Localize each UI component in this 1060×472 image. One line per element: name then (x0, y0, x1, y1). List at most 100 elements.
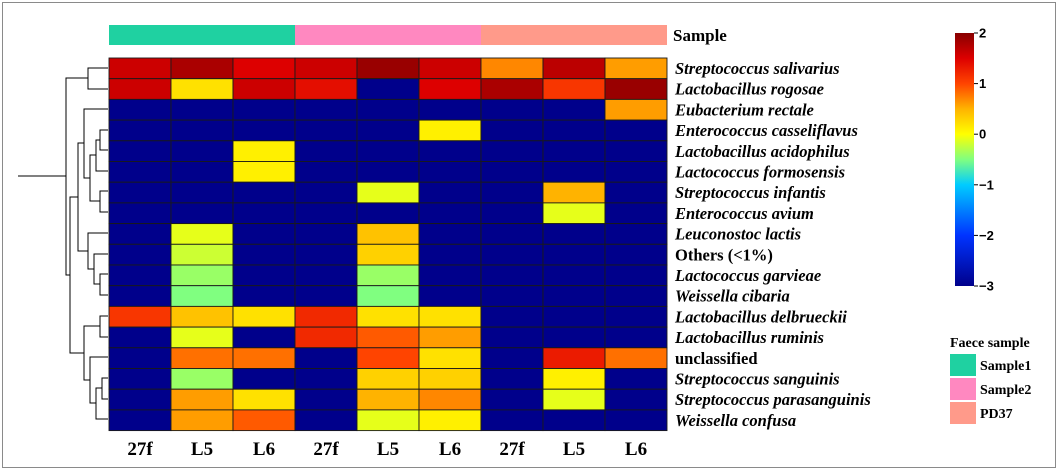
heatmap-cell (294, 409, 358, 432)
heatmap-cell (418, 223, 482, 245)
heatmap-cell (480, 140, 544, 162)
heatmap-cell (170, 161, 234, 183)
heatmap-cell (294, 98, 358, 121)
heatmap-cell (108, 223, 172, 245)
row-label: Leuconostoc lactis (674, 225, 801, 244)
heatmap-cell (108, 202, 172, 225)
row-labels: Streptococcus salivarius Lactobacillus ro… (674, 59, 871, 430)
heatmap-cell (356, 243, 420, 266)
heatmap-cell (604, 140, 668, 162)
heatmap-cell (604, 57, 668, 80)
heatmap-cell (232, 368, 296, 390)
heatmap-cell (232, 243, 296, 266)
sample-bar-segment (171, 25, 233, 45)
heatmap-cell (356, 285, 420, 307)
color-scale-tick-label: 0 (979, 127, 986, 142)
heatmap-cell (356, 57, 420, 80)
heatmap-cell (604, 326, 668, 349)
heatmap-cell (542, 202, 606, 225)
sample-bar-segment (295, 25, 357, 45)
heatmap-cell (542, 388, 606, 411)
heatmap-cell (232, 202, 296, 225)
sample-bar-segment (543, 25, 605, 45)
heatmap-cell (170, 347, 234, 369)
heatmap-cell (356, 326, 420, 349)
sample-bar-segment (357, 25, 419, 45)
heatmap-cell (604, 409, 668, 432)
heatmap-cell (542, 119, 606, 142)
heatmap-cell (232, 347, 296, 369)
heatmap-cell (418, 285, 482, 307)
color-scale-tick-label: 2 (979, 26, 986, 41)
heatmap-cell (542, 181, 606, 204)
heatmap-cell (542, 326, 606, 349)
heatmap-cell (542, 243, 606, 266)
heatmap-cell (604, 78, 668, 100)
heatmap-cell (294, 264, 358, 287)
column-label: 27f (127, 439, 153, 460)
heatmap-cell (356, 98, 420, 121)
heatmap-cell (356, 161, 420, 183)
heatmap-cell (294, 305, 358, 328)
heatmap-cell (604, 119, 668, 142)
heatmap-cell (170, 243, 234, 266)
heatmap-cell (232, 264, 296, 287)
heatmap-cell (418, 409, 482, 432)
group-legend-swatch (950, 354, 976, 376)
heatmap-cell (542, 98, 606, 121)
dendrogram-branch (87, 67, 108, 90)
heatmap-cell (170, 98, 234, 121)
heatmap-cell (480, 181, 544, 204)
dendrogram-branch (99, 273, 108, 296)
heatmap-cell (542, 223, 606, 245)
heatmap-cell (480, 243, 544, 266)
row-label: Enterococcus avium (674, 204, 814, 223)
heatmap-cell (418, 243, 482, 266)
heatmap-cell (170, 181, 234, 204)
sample-bar-label: Sample (673, 26, 727, 45)
column-label: 27f (499, 439, 525, 460)
heatmap-cell (356, 388, 420, 411)
group-legend-swatch (950, 402, 976, 424)
heatmap-cell (232, 119, 296, 142)
heatmap-cell (480, 161, 544, 183)
heatmap-cell (418, 326, 482, 349)
heatmap-cell (170, 305, 234, 328)
heatmap-cell (604, 388, 668, 411)
heatmap-cell (604, 161, 668, 183)
heatmap-cell (418, 181, 482, 204)
heatmap-cell (604, 264, 668, 287)
row-label: Lactobacillus ruminis (674, 328, 824, 347)
dendrogram-branch (83, 325, 100, 381)
heatmap-cell (480, 119, 544, 142)
sample-bar-segment (419, 25, 481, 45)
heatmap-cell (108, 140, 172, 162)
heatmap-cell (356, 409, 420, 432)
row-label: Weissella confusa (675, 411, 796, 430)
heatmap-cell (542, 140, 606, 162)
dendrogram-branch (101, 377, 108, 400)
heatmap-cell (418, 388, 482, 411)
heatmap-cell (604, 202, 668, 225)
heatmap-cell (356, 264, 420, 287)
row-label: Lactobacillus acidophilus (674, 142, 850, 161)
row-label: Enterococcus casseliflavus (674, 121, 858, 140)
heatmap-cell (604, 181, 668, 204)
dendrogram-branch (93, 253, 108, 285)
dendrogram-branch (69, 196, 84, 354)
row-label: Lactococcus formosensis (674, 163, 845, 182)
heatmap-cell (356, 223, 420, 245)
heatmap-cell (232, 181, 296, 204)
heatmap-cell (232, 78, 296, 100)
column-label: L6 (625, 439, 647, 460)
heatmap-cell (542, 285, 606, 307)
heatmap-cell (480, 57, 544, 80)
heatmap-cell (108, 326, 172, 349)
row-label: Streptococcus parasanguinis (675, 390, 871, 409)
group-legend-title: Faece sample (950, 336, 1030, 351)
heatmap-cell (232, 305, 296, 328)
heatmap-cell (480, 202, 544, 225)
heatmap-cell (294, 368, 358, 390)
heatmap-cell (356, 305, 420, 328)
heatmap-cell (418, 368, 482, 390)
